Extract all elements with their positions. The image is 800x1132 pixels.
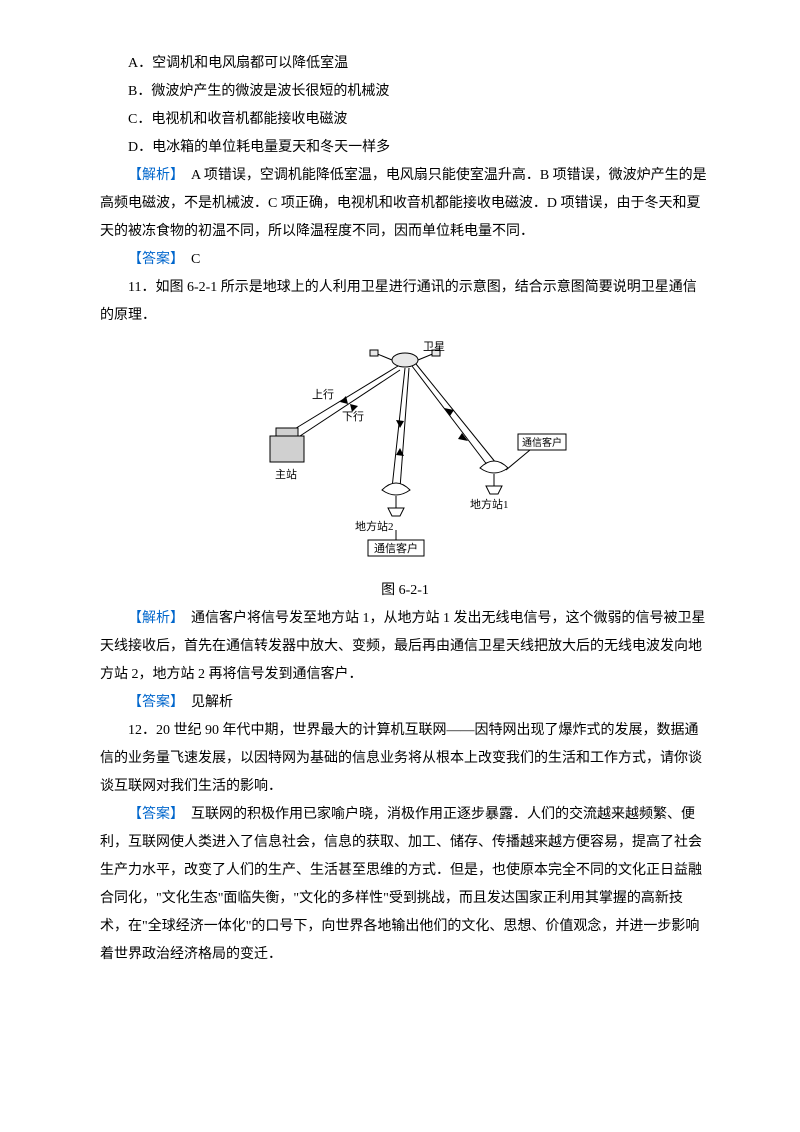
uplink-label: 上行 — [312, 388, 334, 401]
q11-analysis: 【解析】 通信客户将信号发至地方站 1，从地方站 1 发出无线电信号，这个微弱的… — [100, 605, 710, 689]
ground1-label: 地方站1 — [470, 497, 509, 511]
main-station-label: 主站 — [275, 467, 297, 481]
q11-answer: 【答案】 见解析 — [100, 689, 710, 717]
analysis-label: 【解析】 — [128, 168, 177, 183]
client-label: 通信客户 — [374, 541, 418, 555]
figure-label: 图 6-2-1 — [100, 577, 710, 605]
answer-text: C — [177, 252, 200, 267]
answer-text: 互联网的积极作用已家喻户晓，消极作用正逐步暴露．人们的交流越来越频繁、便利，互联… — [100, 807, 702, 962]
answer-label: 【答案】 — [128, 252, 177, 267]
satellite-diagram-svg: 卫星 上行 下行 主站 地方站2 地方站1 通信客户 通信客户 — [240, 338, 570, 558]
analysis-text: 通信客户将信号发至地方站 1，从地方站 1 发出无线电信号，这个微弱的信号被卫星… — [100, 611, 706, 682]
downlink-label: 下行 — [342, 410, 364, 423]
q10-answer: 【答案】 C — [100, 246, 710, 274]
option-c: C．电视机和收音机都能接收电磁波 — [100, 106, 710, 134]
satellite-label: 卫星 — [423, 340, 445, 353]
ground-station-2-icon — [382, 483, 410, 516]
main-station-icon — [270, 428, 304, 462]
q12-stem: 12．20 世纪 90 年代中期，世界最大的计算机互联网——因特网出现了爆炸式的… — [100, 717, 710, 801]
q11-diagram: 卫星 上行 下行 主站 地方站2 地方站1 通信客户 通信客户 — [100, 338, 710, 569]
analysis-label: 【解析】 — [128, 611, 177, 626]
client1-label: 通信客户 — [522, 436, 562, 449]
analysis-text: A 项错误，空调机能降低室温，电风扇只能使室温升高．B 项错误，微波炉产生的是高… — [100, 168, 707, 239]
q11-stem: 11．如图 6-2-1 所示是地球上的人利用卫星进行通讯的示意图，结合示意图简要… — [100, 274, 710, 330]
q10-analysis: 【解析】 A 项错误，空调机能降低室温，电风扇只能使室温升高．B 项错误，微波炉… — [100, 162, 710, 246]
ground2-label: 地方站2 — [355, 519, 394, 533]
ground-station-1-icon — [480, 461, 508, 494]
q12-answer: 【答案】 互联网的积极作用已家喻户晓，消极作用正逐步暴露．人们的交流越来越频繁、… — [100, 801, 710, 969]
option-a: A．空调机和电风扇都可以降低室温 — [100, 50, 710, 78]
option-d: D．电冰箱的单位耗电量夏天和冬天一样多 — [100, 134, 710, 162]
option-b: B．微波炉产生的微波是波长很短的机械波 — [100, 78, 710, 106]
answer-label: 【答案】 — [128, 695, 177, 710]
answer-text: 见解析 — [177, 695, 233, 710]
answer-label: 【答案】 — [128, 807, 177, 822]
